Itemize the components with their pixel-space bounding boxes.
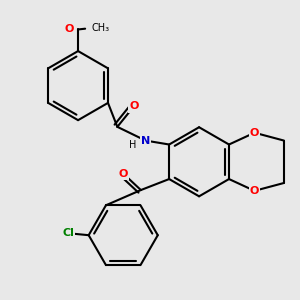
Text: N: N — [141, 136, 150, 146]
Text: O: O — [129, 101, 139, 111]
Text: CH₃: CH₃ — [92, 23, 110, 33]
Text: O: O — [250, 128, 259, 138]
Text: O: O — [118, 169, 128, 178]
Text: Cl: Cl — [62, 228, 74, 238]
Text: O: O — [65, 25, 74, 34]
Text: H: H — [129, 140, 137, 150]
Text: O: O — [250, 186, 259, 196]
